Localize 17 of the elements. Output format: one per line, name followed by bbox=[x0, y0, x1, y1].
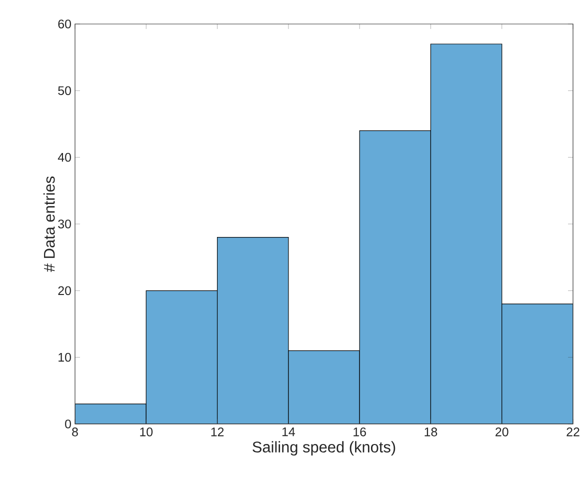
x-tick-label: 12 bbox=[211, 428, 224, 436]
x-tick-label: 14 bbox=[282, 428, 295, 436]
y-tick-label: 40 bbox=[58, 152, 71, 162]
x-tick-label: 20 bbox=[496, 428, 508, 436]
y-tick-label: 50 bbox=[58, 86, 71, 96]
y-tick-label: 30 bbox=[58, 220, 71, 228]
y-axis-title: # Data entries bbox=[43, 176, 55, 272]
x-tick-label: 10 bbox=[140, 428, 153, 436]
x-axis-title: Sailing speed (knots) bbox=[252, 441, 396, 456]
x-tick-label: 8 bbox=[72, 428, 78, 436]
y-tick-label: 20 bbox=[58, 286, 71, 296]
y-tick-label: 0 bbox=[65, 420, 71, 428]
x-tick-label: 16 bbox=[354, 428, 366, 436]
y-tick-label: 60 bbox=[58, 20, 71, 28]
x-tick-label: 18 bbox=[424, 428, 438, 436]
y-tick-label: 10 bbox=[58, 352, 71, 362]
x-tick-label: 22 bbox=[566, 428, 580, 436]
